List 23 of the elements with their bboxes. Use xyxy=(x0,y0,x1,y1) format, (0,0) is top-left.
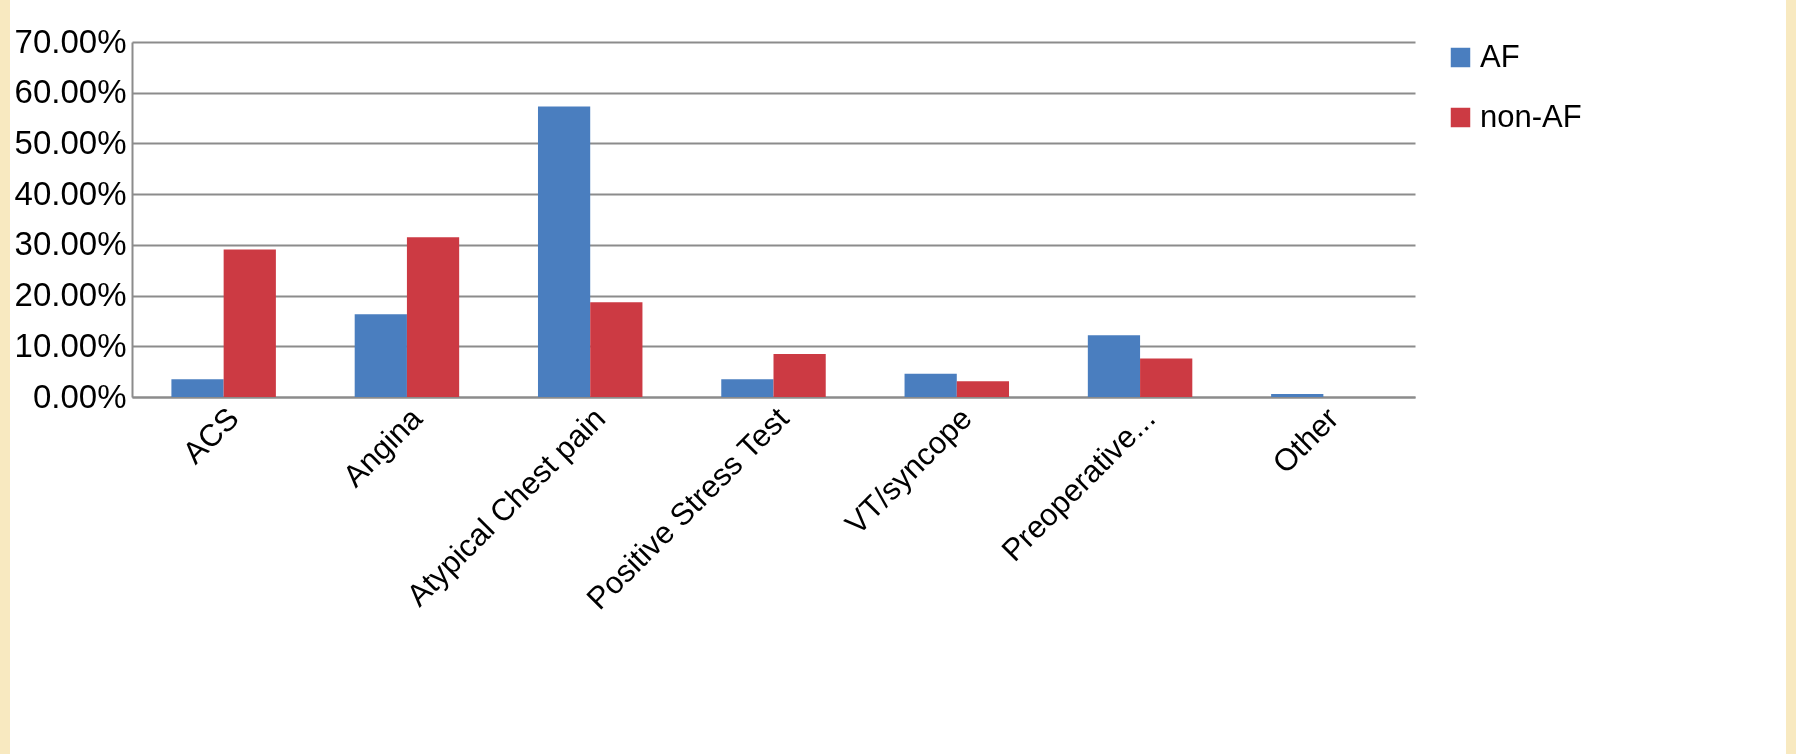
y-tick-label: 10.00% xyxy=(14,326,127,364)
bar xyxy=(354,314,407,397)
bar xyxy=(537,106,591,397)
bar xyxy=(590,302,643,397)
bar xyxy=(904,373,957,397)
bar xyxy=(1140,358,1193,397)
bar xyxy=(406,237,460,397)
bar xyxy=(171,379,224,397)
bar xyxy=(1271,393,1324,397)
bar xyxy=(773,353,826,397)
bar xyxy=(1087,335,1141,397)
bar xyxy=(956,381,1010,397)
y-tick-label: 30.00% xyxy=(14,225,127,263)
y-tick-label: 60.00% xyxy=(14,73,127,111)
y-tick-label: 70.00% xyxy=(14,22,127,60)
legend-label: AF xyxy=(1480,38,1520,74)
y-tick-label: 20.00% xyxy=(14,276,127,314)
legend-label: non-AF xyxy=(1480,98,1582,134)
bar xyxy=(223,249,276,397)
y-tick-label: 50.00% xyxy=(14,123,127,161)
y-tick-label: 40.00% xyxy=(14,174,127,212)
y-tick-label: 0.00% xyxy=(32,377,127,415)
bar xyxy=(721,379,774,397)
